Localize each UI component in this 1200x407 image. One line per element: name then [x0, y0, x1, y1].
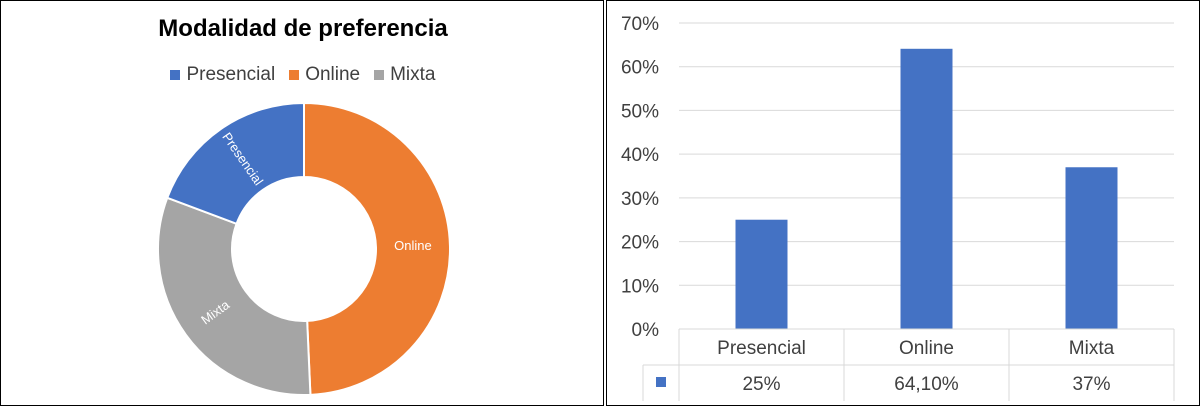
table-legend-key	[656, 377, 666, 387]
value-label-presencial: 25%	[742, 374, 780, 395]
legend-label-presencial: Presencial	[186, 64, 276, 85]
y-tick-label: 20%	[621, 233, 659, 254]
category-label-online: Online	[899, 338, 954, 359]
bar-mixta	[1065, 167, 1118, 329]
legend-item-online: Online	[289, 64, 360, 86]
legend-swatch-online	[289, 70, 300, 80]
category-label-presencial: Presencial	[717, 338, 806, 359]
value-label-online: 64,10%	[894, 374, 959, 395]
legend-label-mixta: Mixta	[390, 64, 436, 85]
legend-label-online: Online	[305, 64, 361, 85]
y-tick-label: 50%	[621, 101, 659, 122]
y-tick-label: 0%	[632, 320, 660, 341]
bar-presencial	[735, 219, 788, 329]
bar-online	[900, 48, 953, 329]
legend-swatch-mixta	[374, 70, 385, 80]
legend-swatch-presencial	[170, 70, 181, 80]
slice-label-online: Online	[394, 238, 432, 253]
value-label-mixta: 37%	[1072, 374, 1110, 395]
legend-item-mixta: Mixta	[374, 64, 436, 86]
chart-title: Modalidad de preferencia	[158, 15, 448, 42]
y-tick-label: 40%	[621, 145, 659, 166]
bar-chart: 0% 10% 20% 30% 40% 50% 60% 70% Presencial 25% Onli…	[621, 14, 1175, 401]
y-tick-label: 10%	[621, 276, 659, 297]
y-tick-label: 30%	[621, 189, 659, 210]
legend: Presencial Online Mixta	[1, 64, 605, 86]
y-tick-label: 70%	[621, 14, 659, 35]
category-label-mixta: Mixta	[1069, 338, 1115, 359]
bar-chart-panel: 0% 10% 20% 30% 40% 50% 60% 70% Presencial 25% Onli…	[606, 0, 1200, 406]
legend-item-presencial: Presencial	[170, 64, 275, 86]
donut-slice-mixta	[157, 196, 312, 396]
donut-slice-online	[303, 101, 451, 396]
donut-slice-presencial	[165, 101, 305, 226]
donut-chart-panel: Modalidad de preferencia Presencial Onli…	[0, 0, 604, 406]
y-tick-label: 60%	[621, 58, 659, 79]
